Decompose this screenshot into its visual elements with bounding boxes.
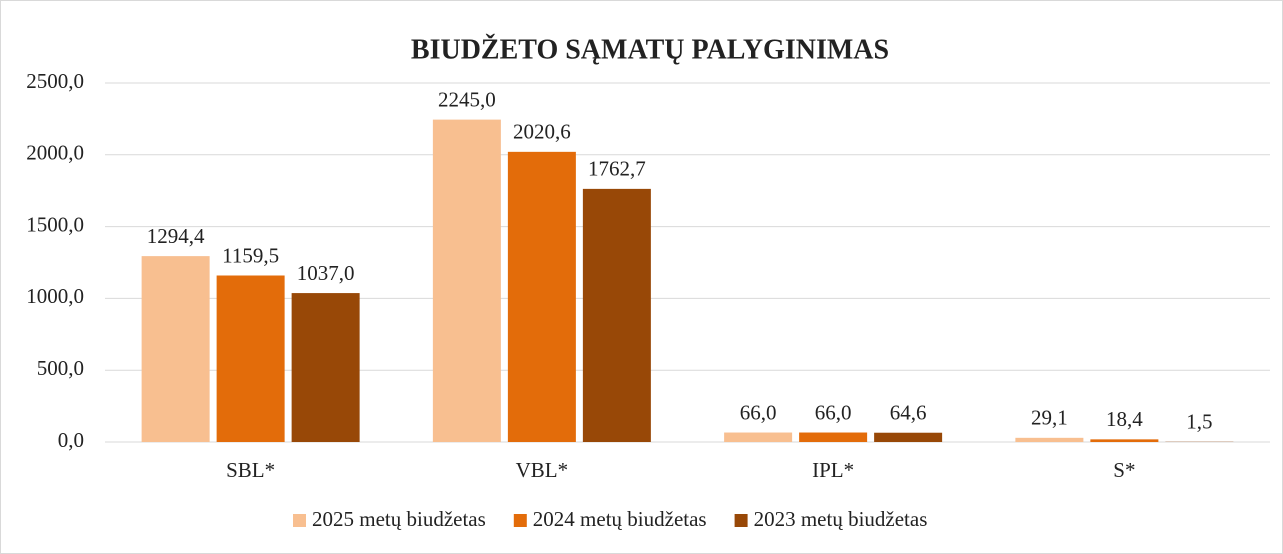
bar — [1015, 437, 1084, 442]
value-label: 1294,4 — [147, 224, 205, 248]
value-label: 1159,5 — [222, 243, 279, 267]
x-tick-label: VBL* — [516, 458, 569, 482]
bar — [799, 432, 868, 442]
legend-label: 2025 metų biudžetas — [312, 507, 486, 531]
y-tick-label: 2500,0 — [26, 69, 84, 93]
legend-label: 2024 metų biudžetas — [533, 507, 707, 531]
x-tick-label: SBL* — [226, 458, 275, 482]
value-label: 66,0 — [815, 400, 852, 424]
bar — [507, 151, 576, 442]
bar — [141, 256, 210, 442]
legend-label: 2023 metų biudžetas — [754, 507, 928, 531]
y-tick-label: 2000,0 — [26, 141, 84, 165]
value-label: 66,0 — [740, 400, 777, 424]
y-tick-label: 1500,0 — [26, 212, 84, 236]
y-tick-label: 1000,0 — [26, 284, 84, 308]
value-label: 1,5 — [1186, 410, 1212, 434]
x-tick-label: IPL* — [812, 458, 854, 482]
value-label: 29,1 — [1031, 406, 1068, 430]
value-label: 2245,0 — [438, 87, 496, 111]
bar — [724, 432, 793, 442]
legend-swatch — [513, 514, 527, 527]
value-label: 1762,7 — [588, 157, 646, 181]
bar — [216, 275, 285, 442]
bar — [874, 432, 943, 442]
y-tick-label: 0,0 — [58, 428, 84, 452]
bar — [432, 119, 501, 443]
bar — [291, 293, 360, 442]
bar — [582, 188, 651, 442]
value-label: 1037,0 — [297, 261, 355, 285]
y-tick-label: 500,0 — [37, 356, 84, 380]
value-label: 2020,6 — [513, 120, 571, 144]
legend-swatch — [734, 514, 748, 527]
value-label: 64,6 — [890, 401, 927, 425]
x-tick-label: S* — [1113, 458, 1135, 482]
chart-title: BIUDŽETO SĄMATŲ PALYGINIMAS — [411, 34, 889, 65]
bar — [1090, 439, 1159, 442]
legend-swatch — [293, 514, 306, 527]
value-label: 18,4 — [1106, 407, 1143, 431]
